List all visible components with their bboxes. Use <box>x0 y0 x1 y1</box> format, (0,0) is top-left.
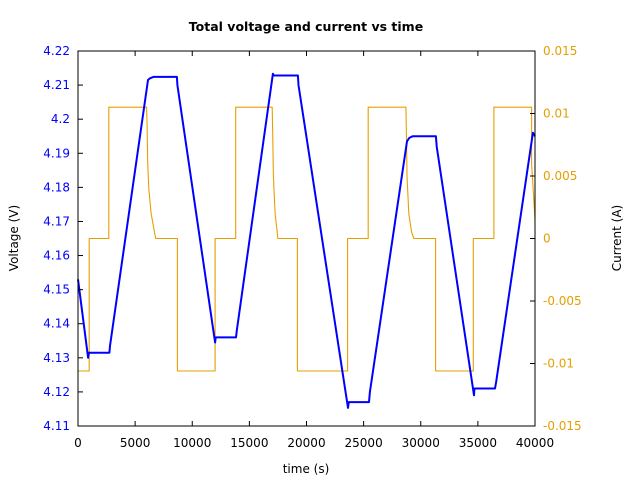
y2-tick-label: -0.01 <box>543 357 574 371</box>
y-tick-label: 4.22 <box>43 44 70 58</box>
x-tick-label: 30000 <box>402 436 440 450</box>
y-tick-label: 4.13 <box>43 351 70 365</box>
y2-tick-label: -0.005 <box>543 294 582 308</box>
y-tick-label: 4.19 <box>43 146 70 160</box>
y-tick-label: 4.18 <box>43 180 70 194</box>
x-axis-label: time (s) <box>283 462 330 476</box>
current-series-line <box>78 106 536 372</box>
x-tick-label: 0 <box>74 436 82 450</box>
voltage-series-line <box>77 72 536 409</box>
y-tick-label: 4.2 <box>51 112 70 126</box>
x-tick-label: 25000 <box>345 436 383 450</box>
y-tick-label: 4.16 <box>43 249 70 263</box>
y2-tick-label: 0 <box>543 232 551 246</box>
y2-tick-label: 0.005 <box>543 169 577 183</box>
y2-tick-label: -0.015 <box>543 419 582 433</box>
x-tick-label: 5000 <box>120 436 151 450</box>
x-tick-label: 20000 <box>287 436 325 450</box>
y-tick-label: 4.11 <box>43 419 70 433</box>
x-tick-label: 10000 <box>173 436 211 450</box>
y2-tick-label: 0.015 <box>543 44 577 58</box>
y-tick-label: 4.17 <box>43 214 70 228</box>
y-axis-right-label: Current (A) <box>610 205 624 271</box>
x-tick-label: 35000 <box>459 436 497 450</box>
y-axis-left-ticks: 4.11 4.12 4.13 4.14 4.15 4.16 4.17 4.18 4.19 4.2 4… <box>43 44 83 433</box>
y-axis-right-ticks: -0.015 -0.01 -0.005 0 0.005 0.01 0.015 <box>530 44 582 433</box>
y-axis-left-label: Voltage (V) <box>7 205 21 271</box>
y2-tick-label: 0.01 <box>543 107 570 121</box>
x-tick-label: 40000 <box>516 436 554 450</box>
y-tick-label: 4.14 <box>43 317 70 331</box>
x-axis-ticks: 0 5000 10000 15000 20000 25000 30000 35000 40000 <box>74 51 554 450</box>
chart-title: Total voltage and current vs time <box>189 19 423 34</box>
y-tick-label: 4.12 <box>43 385 70 399</box>
x-tick-label: 15000 <box>230 436 268 450</box>
y-tick-label: 4.21 <box>43 78 70 92</box>
plot-series <box>77 72 536 409</box>
y-tick-label: 4.15 <box>43 283 70 297</box>
